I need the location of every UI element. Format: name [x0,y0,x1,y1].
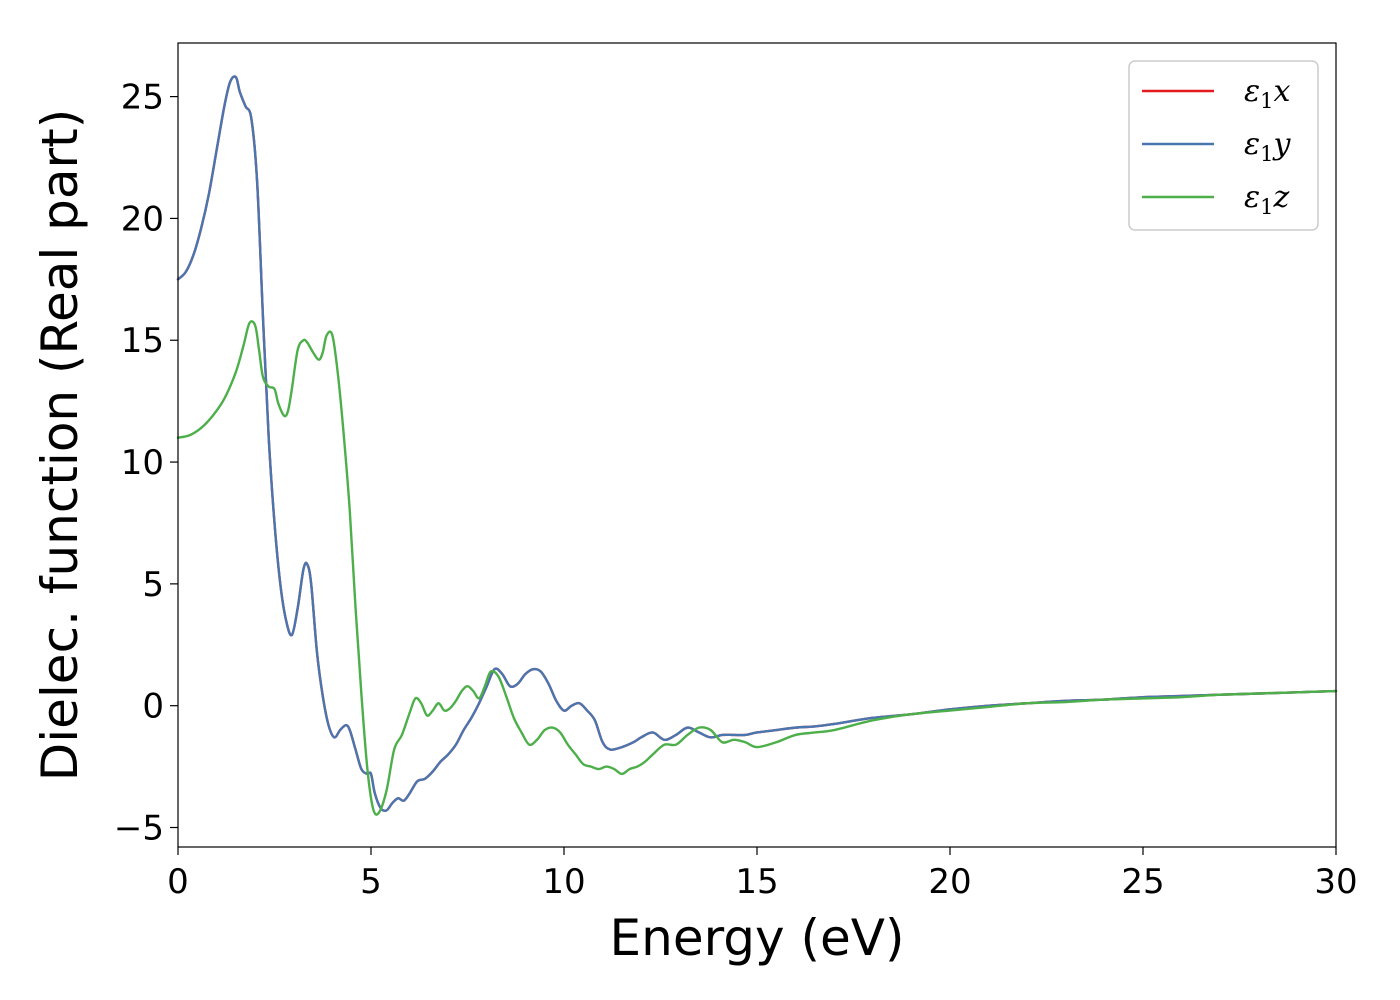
x-axis-title: Energy (eV) [610,909,905,967]
y-tick-label: 0 [142,687,164,727]
y-tick-label: 20 [121,199,164,239]
y-tick-label: 25 [121,78,164,118]
legend-items: ε1x ε1y ε1z [1142,74,1291,219]
x-tick-label: 30 [1314,862,1357,902]
legend-label-y: ε1y [1244,127,1291,166]
x-tick-label: 10 [542,862,585,902]
x-axis-ticks: 0 5 10 15 20 25 30 [167,847,1358,902]
x-tick-label: 5 [360,862,382,902]
y-tick-label: 10 [121,443,164,483]
y-tick-label: 5 [142,565,164,605]
y-axis-title: Dielec. function (Real part) [31,109,89,781]
series-line-y [176,75,1338,813]
x-tick-label: 20 [928,862,971,902]
series-line-z [176,320,1338,816]
y-axis-ticks: −5 0 5 10 15 20 25 [114,78,178,849]
x-tick-label: 15 [735,862,778,902]
legend-frame [1128,60,1319,231]
series-layer [176,75,1338,816]
x-tick-label: 0 [167,862,189,902]
y-tick-label: −5 [114,809,164,849]
legend: ε1x ε1y ε1z [1128,60,1319,231]
x-tick-label: 25 [1121,862,1164,902]
legend-label-x: ε1x [1244,74,1290,113]
y-tick-label: 15 [121,321,164,361]
legend-label-z: ε1z [1244,180,1289,219]
